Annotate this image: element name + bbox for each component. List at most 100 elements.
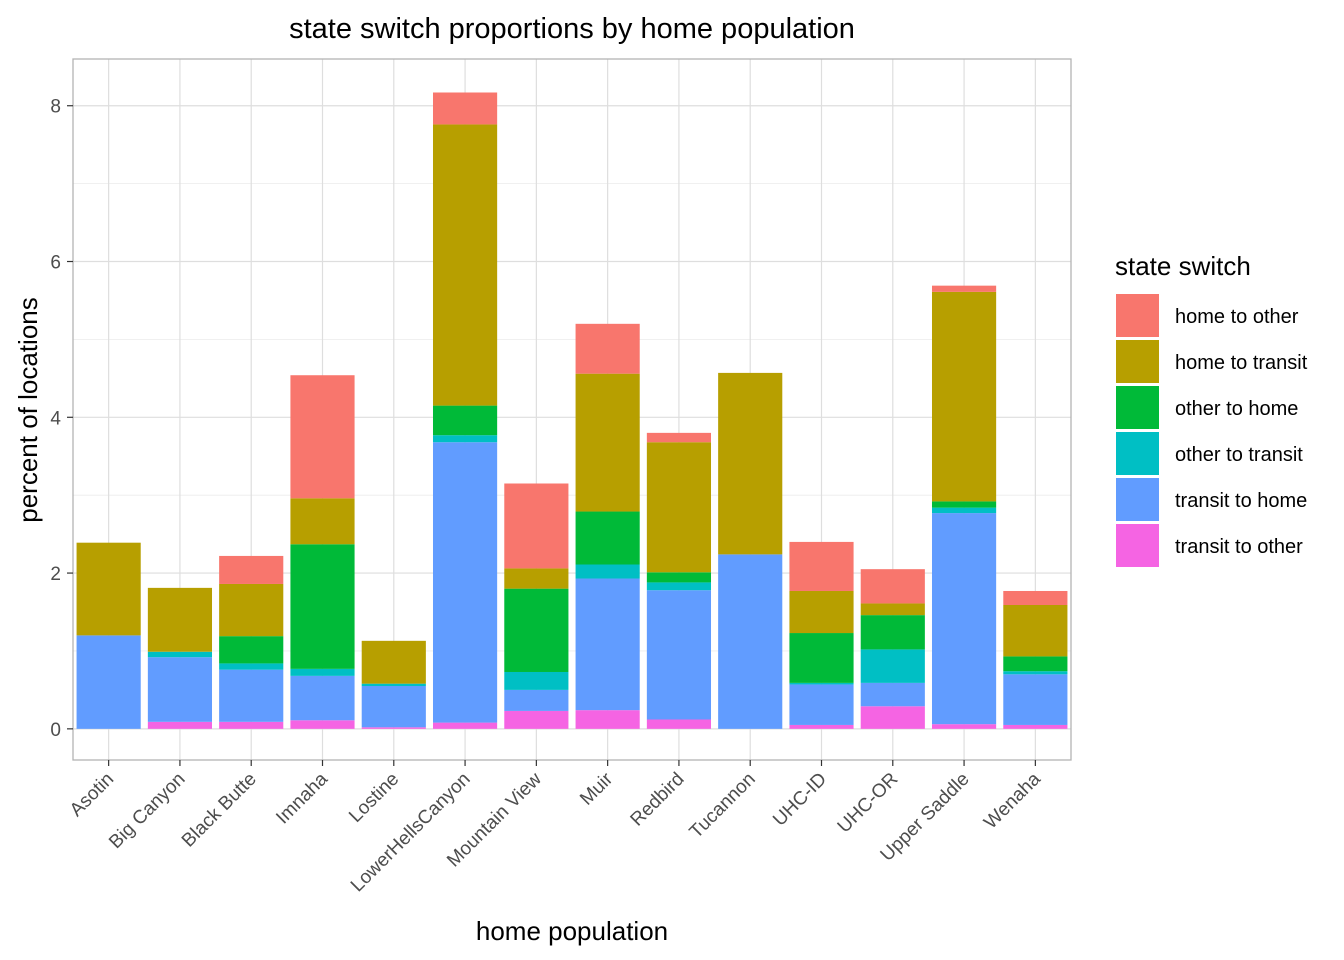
legend-key (1116, 386, 1159, 429)
legend-key (1116, 524, 1159, 567)
x-tick-label: Wenaha (980, 768, 1045, 833)
bar-segment (290, 720, 355, 729)
bar-segment (1003, 656, 1068, 672)
bars (76, 92, 1068, 729)
panel-border (72, 58, 1072, 761)
bar-segment (504, 710, 569, 729)
bar-segment (1003, 671, 1068, 675)
bar-segment (432, 722, 498, 729)
bar-segment (504, 689, 569, 711)
bar-segment (361, 686, 426, 728)
bar-segment (504, 588, 569, 672)
bar-segment (219, 669, 284, 722)
bar-segment (646, 582, 712, 591)
bar-segment (575, 710, 640, 729)
bar-segment (290, 544, 355, 669)
bar-segment (931, 501, 997, 508)
bar-segment (646, 572, 712, 583)
legend-key (1116, 432, 1159, 475)
bar-segment (147, 587, 213, 652)
bar-segment (219, 636, 284, 664)
bar-segment (76, 635, 141, 729)
bar-segment (575, 564, 640, 579)
x-tick-label: Big Canyon (105, 769, 189, 853)
legend-label: other to home (1175, 398, 1298, 420)
bar-segment (290, 668, 355, 676)
bar-segment (290, 498, 355, 545)
bar-segment (219, 663, 284, 670)
legend-key (1116, 294, 1159, 337)
bar-segment (432, 435, 498, 443)
x-tick-label: UHC-ID (769, 769, 831, 831)
bar-segment (860, 615, 925, 650)
legend-label: transit to home (1175, 490, 1307, 512)
bar-segment (575, 323, 640, 374)
x-tick-label: Tucannon (686, 769, 760, 843)
x-axis-title: home population (476, 916, 668, 946)
bar-segment (1003, 724, 1068, 729)
bar-segment (575, 373, 640, 512)
bar-segment (718, 372, 783, 555)
bar-segment (931, 285, 997, 292)
x-tick-label: Imnaha (272, 768, 332, 828)
bar-segment (646, 719, 712, 729)
bar-segment (219, 555, 284, 584)
bar-segment (646, 442, 712, 573)
bar-segment (361, 640, 426, 684)
y-axis-title: percent of locations (13, 297, 43, 522)
y-tick-label: 2 (50, 564, 61, 585)
bar-segment (147, 721, 213, 729)
chart-title: state switch proportions by home populat… (289, 13, 855, 45)
legend-label: transit to other (1175, 536, 1303, 558)
x-tick-label: UHC-OR (834, 769, 903, 838)
bar-segment (789, 541, 854, 591)
bar-segment (219, 583, 284, 637)
x-tick-label: Lostine (345, 769, 403, 827)
bar-segment (789, 684, 854, 725)
bar-segment (432, 405, 498, 436)
x-tick-label: Redbird (627, 769, 689, 831)
legend-label: home to transit (1175, 352, 1308, 374)
y-tick-label: 8 (50, 97, 61, 118)
bar-segment (290, 675, 355, 721)
legend: state switch home to other home to transi… (1115, 251, 1308, 567)
bar-segment (789, 724, 854, 729)
bar-segment (504, 568, 569, 589)
bar-segment (504, 483, 569, 569)
bar-segment (361, 727, 426, 729)
bar-segment (789, 682, 854, 685)
y-tick-label: 6 (50, 253, 61, 274)
bar-segment (575, 578, 640, 711)
bar-segment (789, 633, 854, 683)
bar-segment (860, 603, 925, 616)
y-tick-label: 0 (50, 720, 61, 741)
bar-segment (931, 724, 997, 729)
bar-segment (931, 507, 997, 514)
bar-segment (646, 590, 712, 720)
bar-segment (1003, 590, 1068, 606)
bar-segment (789, 590, 854, 634)
bar-segment (432, 124, 498, 406)
legend-key (1116, 478, 1159, 521)
bar-segment (860, 569, 925, 604)
bar-segment (504, 671, 569, 690)
bar-segment (1003, 605, 1068, 657)
y-tick-label: 4 (50, 408, 61, 429)
legend-label: home to other (1175, 306, 1299, 328)
bar-segment (147, 657, 213, 722)
bar-segment (219, 721, 284, 729)
legend-key (1116, 340, 1159, 383)
bar-segment (290, 375, 355, 499)
bar-segment (931, 513, 997, 725)
x-tick-label: Asotin (66, 769, 118, 821)
bar-segment (860, 649, 925, 683)
x-tick-label: Black Butte (178, 769, 261, 852)
bar-segment (575, 511, 640, 565)
bar-segment (646, 432, 712, 443)
y-axis-ticks: 0 2 4 6 8 (50, 97, 73, 741)
bar-segment (860, 682, 925, 707)
bar-segment (147, 651, 213, 658)
bar-segment (76, 542, 141, 636)
